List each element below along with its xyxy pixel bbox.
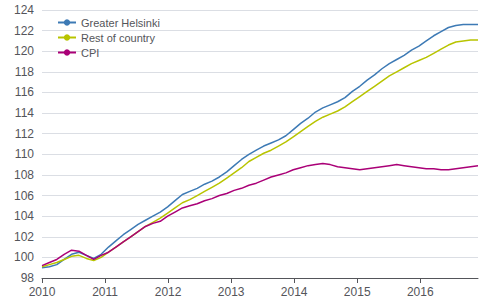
svg-text:2016: 2016 (407, 285, 434, 299)
svg-text:2013: 2013 (218, 285, 245, 299)
svg-text:122: 122 (14, 24, 34, 38)
svg-text:120: 120 (14, 44, 34, 58)
svg-text:106: 106 (14, 189, 34, 203)
svg-text:CPI: CPI (81, 47, 99, 59)
svg-text:102: 102 (14, 230, 34, 244)
svg-text:118: 118 (15, 65, 34, 79)
svg-text:116: 116 (15, 85, 34, 99)
svg-text:2015: 2015 (344, 285, 371, 299)
svg-text:98: 98 (21, 271, 35, 285)
svg-text:110: 110 (15, 147, 34, 161)
svg-text:Greater Helsinki: Greater Helsinki (81, 17, 160, 29)
svg-text:124: 124 (14, 3, 34, 17)
svg-text:2010: 2010 (29, 285, 56, 299)
svg-text:Rest of country: Rest of country (81, 32, 155, 44)
svg-text:2012: 2012 (155, 285, 182, 299)
svg-text:112: 112 (15, 127, 34, 141)
svg-text:100: 100 (14, 250, 34, 264)
svg-text:2011: 2011 (92, 285, 118, 299)
svg-text:2014: 2014 (281, 285, 308, 299)
svg-text:104: 104 (14, 209, 34, 223)
svg-text:108: 108 (14, 168, 34, 182)
svg-text:114: 114 (15, 106, 34, 120)
